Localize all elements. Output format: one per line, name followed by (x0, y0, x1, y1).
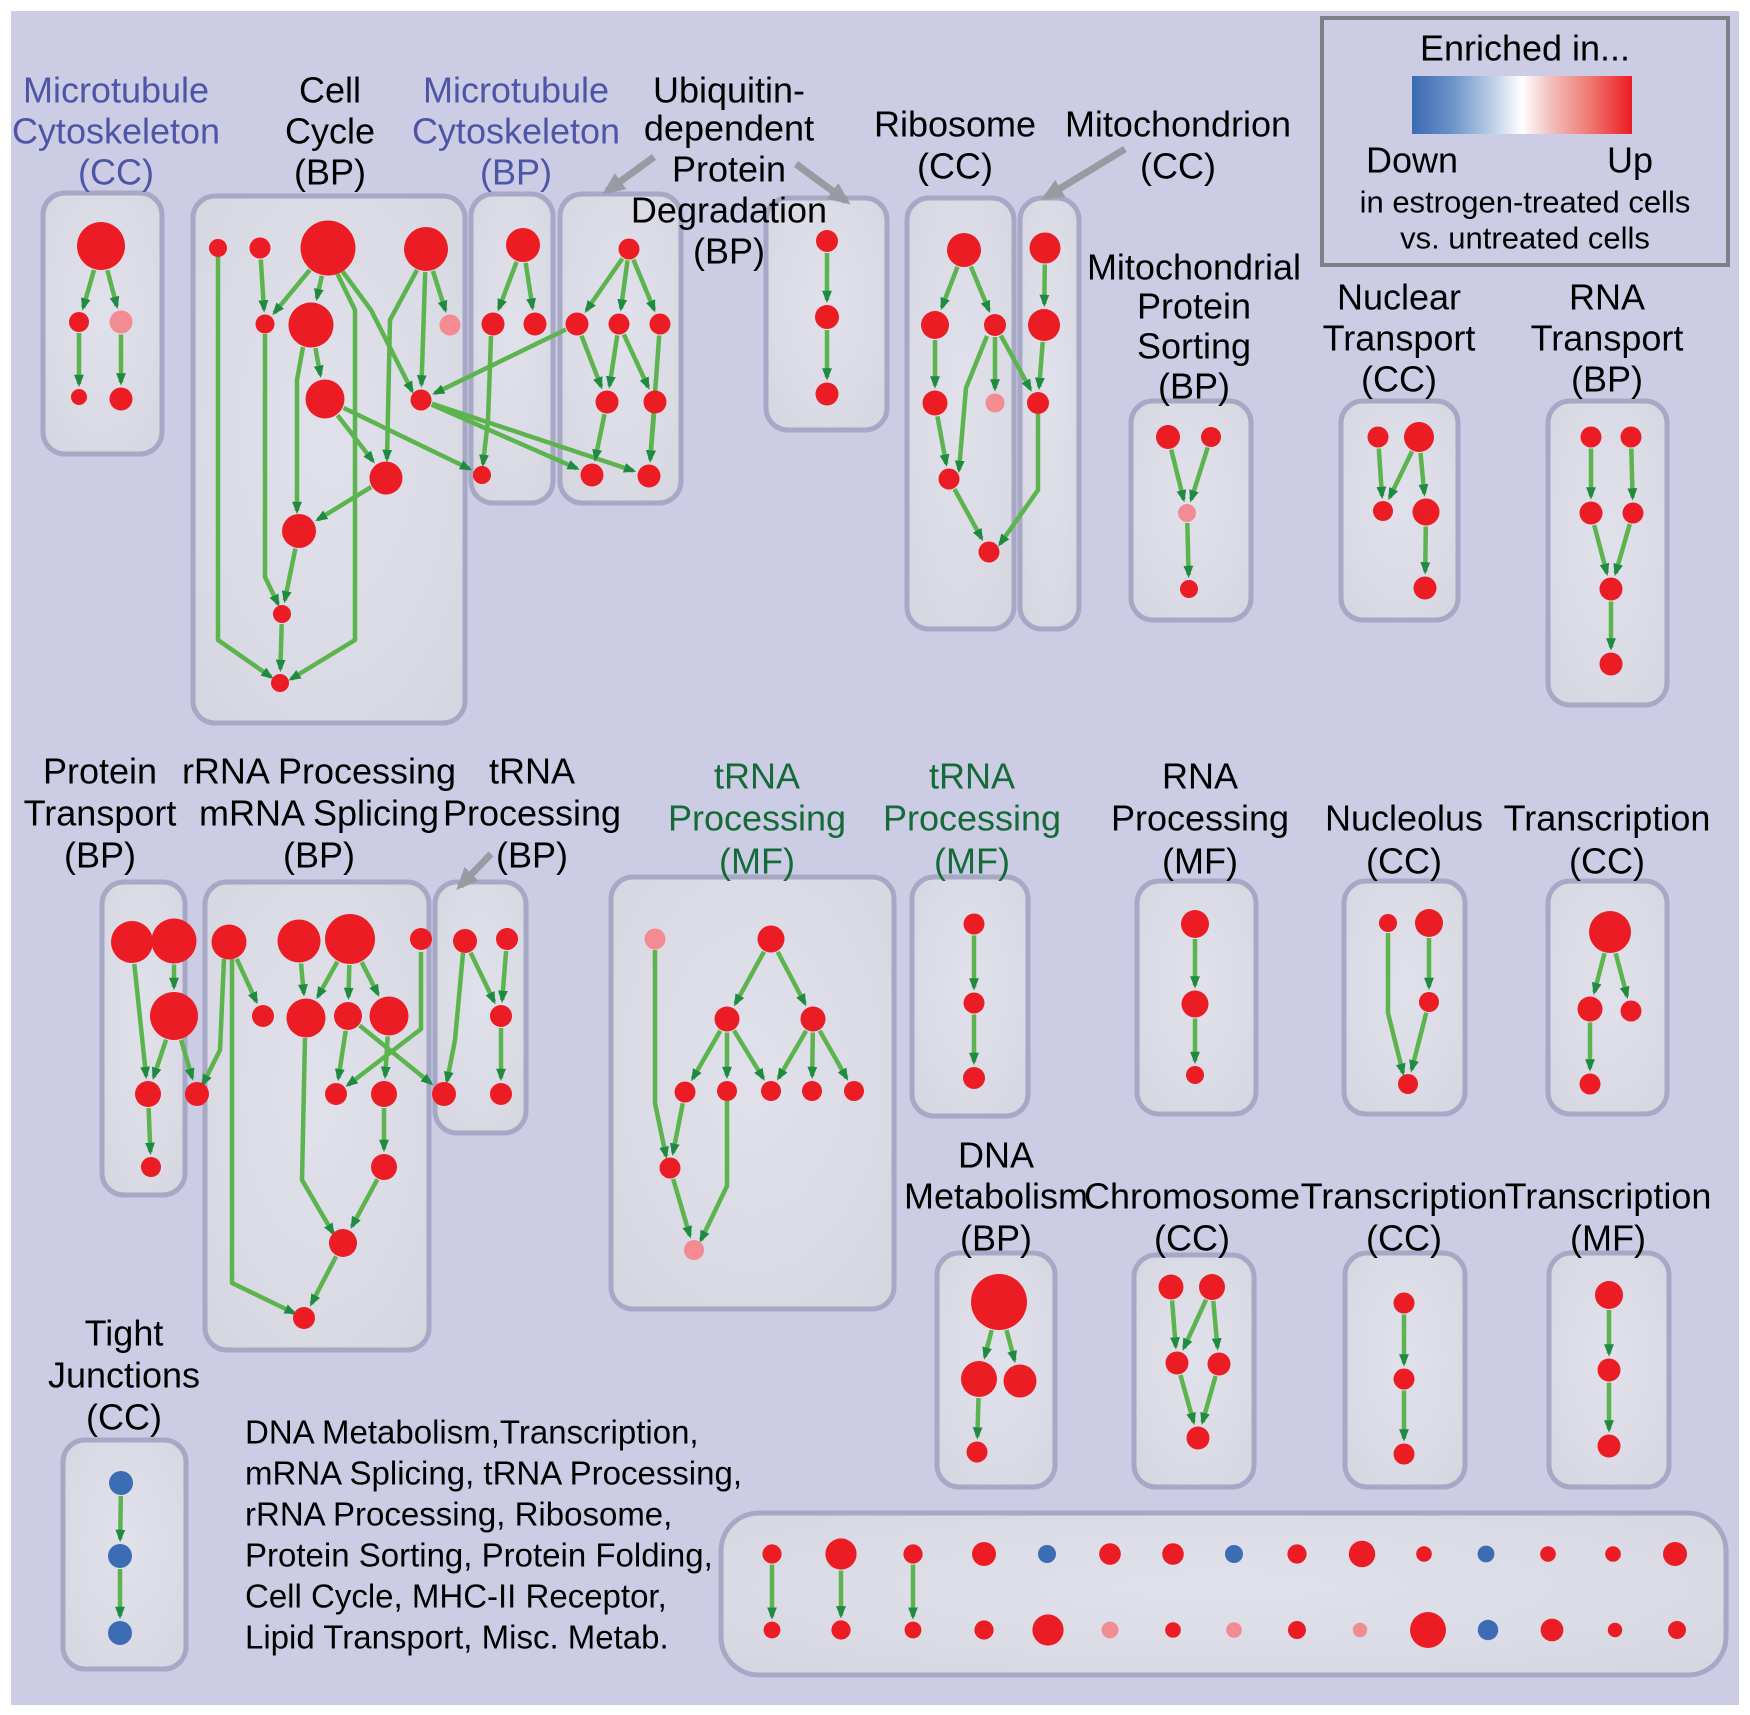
svg-text:RNA: RNA (1569, 277, 1645, 318)
svg-text:Sorting: Sorting (1137, 326, 1251, 367)
svg-text:Ribosome: Ribosome (874, 104, 1036, 145)
svg-text:Protein: Protein (43, 751, 157, 792)
svg-text:(CC): (CC) (86, 1397, 162, 1438)
svg-text:Transcription: Transcription (1301, 1176, 1508, 1217)
svg-text:(BP): (BP) (283, 835, 355, 876)
svg-text:tRNA: tRNA (714, 756, 800, 797)
svg-text:Junctions: Junctions (48, 1355, 200, 1396)
svg-text:(CC): (CC) (917, 146, 993, 187)
svg-text:Protein Sorting, Protein Foldi: Protein Sorting, Protein Folding, (245, 1537, 713, 1574)
svg-text:(MF): (MF) (1570, 1218, 1646, 1259)
svg-text:Processing: Processing (1111, 798, 1289, 839)
svg-text:Transport: Transport (1323, 318, 1476, 359)
svg-text:(BP): (BP) (1158, 366, 1230, 407)
svg-text:RNA: RNA (1162, 756, 1238, 797)
svg-text:(BP): (BP) (1571, 359, 1643, 400)
svg-text:Processing: Processing (443, 793, 621, 834)
svg-text:(BP): (BP) (693, 231, 765, 272)
svg-text:DNA Metabolism,Transcription,: DNA Metabolism,Transcription, (245, 1414, 699, 1451)
svg-text:Microtubule: Microtubule (423, 70, 609, 111)
svg-text:(CC): (CC) (1569, 841, 1645, 882)
svg-text:Transport: Transport (1531, 318, 1684, 359)
svg-text:Degradation: Degradation (631, 190, 827, 231)
svg-text:(BP): (BP) (294, 152, 366, 193)
svg-text:Processing: Processing (883, 798, 1061, 839)
svg-text:Cell: Cell (299, 70, 361, 111)
svg-text:DNA: DNA (958, 1135, 1034, 1176)
svg-text:Chromosome: Chromosome (1084, 1176, 1300, 1217)
svg-text:Transport: Transport (24, 793, 177, 834)
svg-text:rRNA Processing, Ribosome,: rRNA Processing, Ribosome, (245, 1496, 672, 1533)
svg-text:Ubiquitin-: Ubiquitin- (653, 70, 805, 111)
svg-text:Transcription: Transcription (1505, 1176, 1712, 1217)
svg-text:(MF): (MF) (1162, 841, 1238, 882)
svg-text:(CC): (CC) (1361, 359, 1437, 400)
svg-text:Enriched in...: Enriched in... (1420, 28, 1630, 69)
svg-text:Cytoskeleton: Cytoskeleton (412, 111, 620, 152)
svg-text:Mitochondrion: Mitochondrion (1065, 104, 1291, 145)
svg-text:in estrogen-treated cells: in estrogen-treated cells (1360, 185, 1691, 220)
svg-text:(CC): (CC) (78, 152, 154, 193)
svg-text:Cytoskeleton: Cytoskeleton (12, 111, 220, 152)
svg-text:mRNA Splicing: mRNA Splicing (199, 793, 439, 834)
svg-text:tRNA: tRNA (929, 756, 1015, 797)
svg-text:Nucleolus: Nucleolus (1325, 798, 1483, 839)
svg-text:rRNA Processing: rRNA Processing (182, 751, 456, 792)
svg-text:Protein: Protein (672, 149, 786, 190)
svg-text:Cell Cycle, MHC-II Receptor,: Cell Cycle, MHC-II Receptor, (245, 1578, 667, 1615)
svg-text:(MF): (MF) (934, 841, 1010, 882)
svg-text:Microtubule: Microtubule (23, 70, 209, 111)
svg-text:(CC): (CC) (1366, 841, 1442, 882)
svg-text:(MF): (MF) (719, 841, 795, 882)
svg-text:Down: Down (1366, 140, 1458, 181)
svg-text:(CC): (CC) (1154, 1218, 1230, 1259)
svg-text:Metabolism: Metabolism (904, 1176, 1088, 1217)
svg-text:Up: Up (1607, 140, 1653, 181)
svg-text:(BP): (BP) (496, 835, 568, 876)
svg-text:Processing: Processing (668, 798, 846, 839)
svg-text:(BP): (BP) (960, 1218, 1032, 1259)
svg-text:Tight: Tight (85, 1313, 164, 1354)
svg-text:Protein: Protein (1137, 286, 1251, 327)
svg-text:(CC): (CC) (1366, 1218, 1442, 1259)
svg-text:Nuclear: Nuclear (1337, 277, 1461, 318)
svg-text:Mitochondrial: Mitochondrial (1087, 247, 1301, 288)
svg-text:(BP): (BP) (480, 152, 552, 193)
svg-text:tRNA: tRNA (489, 751, 575, 792)
svg-text:vs. untreated cells: vs. untreated cells (1400, 221, 1650, 256)
svg-text:dependent: dependent (644, 108, 814, 149)
svg-text:mRNA Splicing, tRNA Processing: mRNA Splicing, tRNA Processing, (245, 1455, 742, 1492)
svg-text:Cycle: Cycle (285, 111, 375, 152)
svg-text:Transcription: Transcription (1504, 798, 1711, 839)
svg-text:(BP): (BP) (64, 835, 136, 876)
svg-text:Lipid Transport, Misc. Metab.: Lipid Transport, Misc. Metab. (245, 1619, 669, 1656)
svg-text:(CC): (CC) (1140, 146, 1216, 187)
